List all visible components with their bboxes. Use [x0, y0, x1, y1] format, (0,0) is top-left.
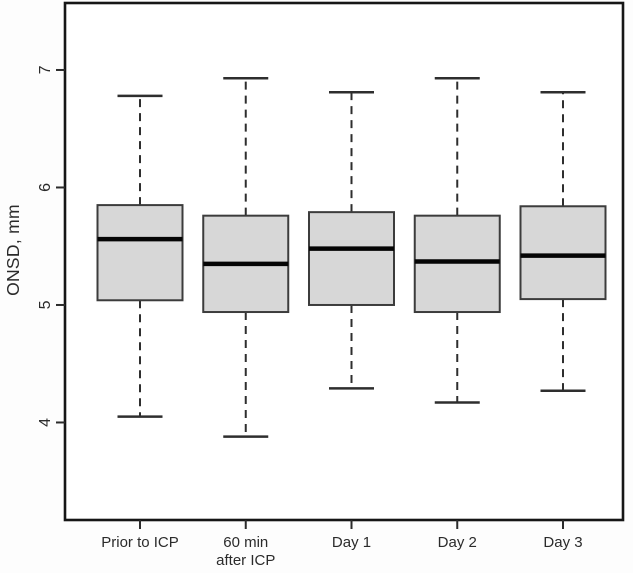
y-tick-label: 6 [37, 183, 54, 192]
y-tick-label: 7 [37, 65, 54, 74]
y-tick-label: 5 [37, 300, 54, 309]
iqr-box [96, 204, 184, 302]
iqr-box [519, 205, 607, 301]
y-tick-label: 4 [37, 418, 54, 427]
iqr-box [413, 214, 501, 314]
x-tick-label: Prior to ICP [101, 534, 179, 551]
x-tick-label: 60 min after ICP [216, 534, 275, 569]
x-tick-label: Day 1 [332, 534, 371, 551]
x-tick-label: Day 2 [438, 534, 477, 551]
y-axis-label: ONSD, mm [3, 204, 23, 296]
iqr-box [308, 211, 395, 306]
x-tick-label: Day 3 [543, 534, 582, 551]
